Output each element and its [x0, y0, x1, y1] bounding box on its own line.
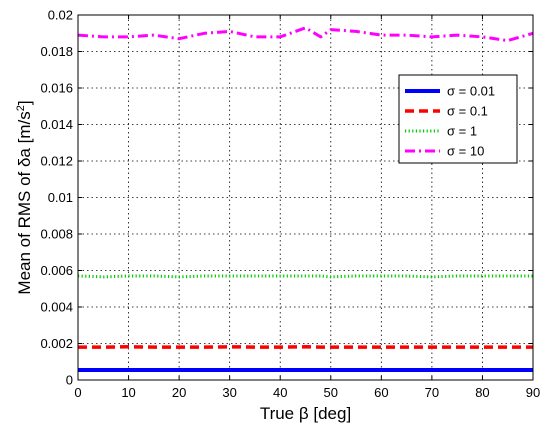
y-tick-labels: 0 0.002 0.004 0.006 0.008 0.01 0.012 0.014 0.016…: [40, 8, 73, 388]
series-lines: [77, 26, 534, 372]
y-tick-label: 0: [66, 373, 73, 388]
x-tick-label: 60: [374, 385, 388, 400]
legend-label: σ = 10: [447, 144, 484, 159]
x-tick-label: 70: [425, 385, 439, 400]
x-tick-label: 80: [475, 385, 489, 400]
y-axis-label-superscript: 2: [15, 105, 27, 111]
y-tick-label: 0.002: [40, 336, 73, 351]
y-axis-label-close: ]: [15, 100, 34, 105]
axis-ticks: [77, 14, 534, 381]
x-tick-labels: 0 10 20 30 40 50 60 70 80 90: [74, 385, 540, 400]
x-tick-label: 90: [526, 385, 540, 400]
y-axis-label: Mean of RMS of δa [m/s2]: [15, 100, 34, 294]
y-tick-label: 0.008: [40, 227, 73, 242]
x-tick-label: 20: [172, 385, 186, 400]
series-line-2: [77, 274, 533, 279]
legend-label: σ = 0.01: [447, 84, 495, 99]
y-tick-label: 0.004: [40, 300, 73, 315]
y-tick-label: 0.016: [40, 81, 73, 96]
y-tick-label: 0.006: [40, 263, 73, 278]
x-axis-label: True β [deg]: [260, 404, 351, 423]
y-tick-label: 0.018: [40, 44, 73, 59]
x-tick-label: 0: [74, 385, 81, 400]
y-tick-label: 0.01: [48, 190, 73, 205]
y-tick-label: 0.02: [48, 8, 73, 23]
legend-label: σ = 1: [447, 124, 477, 139]
x-tick-label: 10: [121, 385, 135, 400]
x-tick-label: 50: [324, 385, 338, 400]
legend: σ = 0.01 σ = 0.1 σ = 1 σ = 10: [398, 74, 518, 164]
series-line-3: [77, 26, 534, 43]
x-tick-label: 40: [273, 385, 287, 400]
legend-label: σ = 0.1: [447, 104, 488, 119]
y-tick-label: 0.012: [40, 154, 73, 169]
y-axis-label-main: Mean of RMS of δa [m/s: [15, 111, 34, 294]
y-tick-label: 0.014: [40, 117, 73, 132]
x-tick-label: 30: [222, 385, 236, 400]
